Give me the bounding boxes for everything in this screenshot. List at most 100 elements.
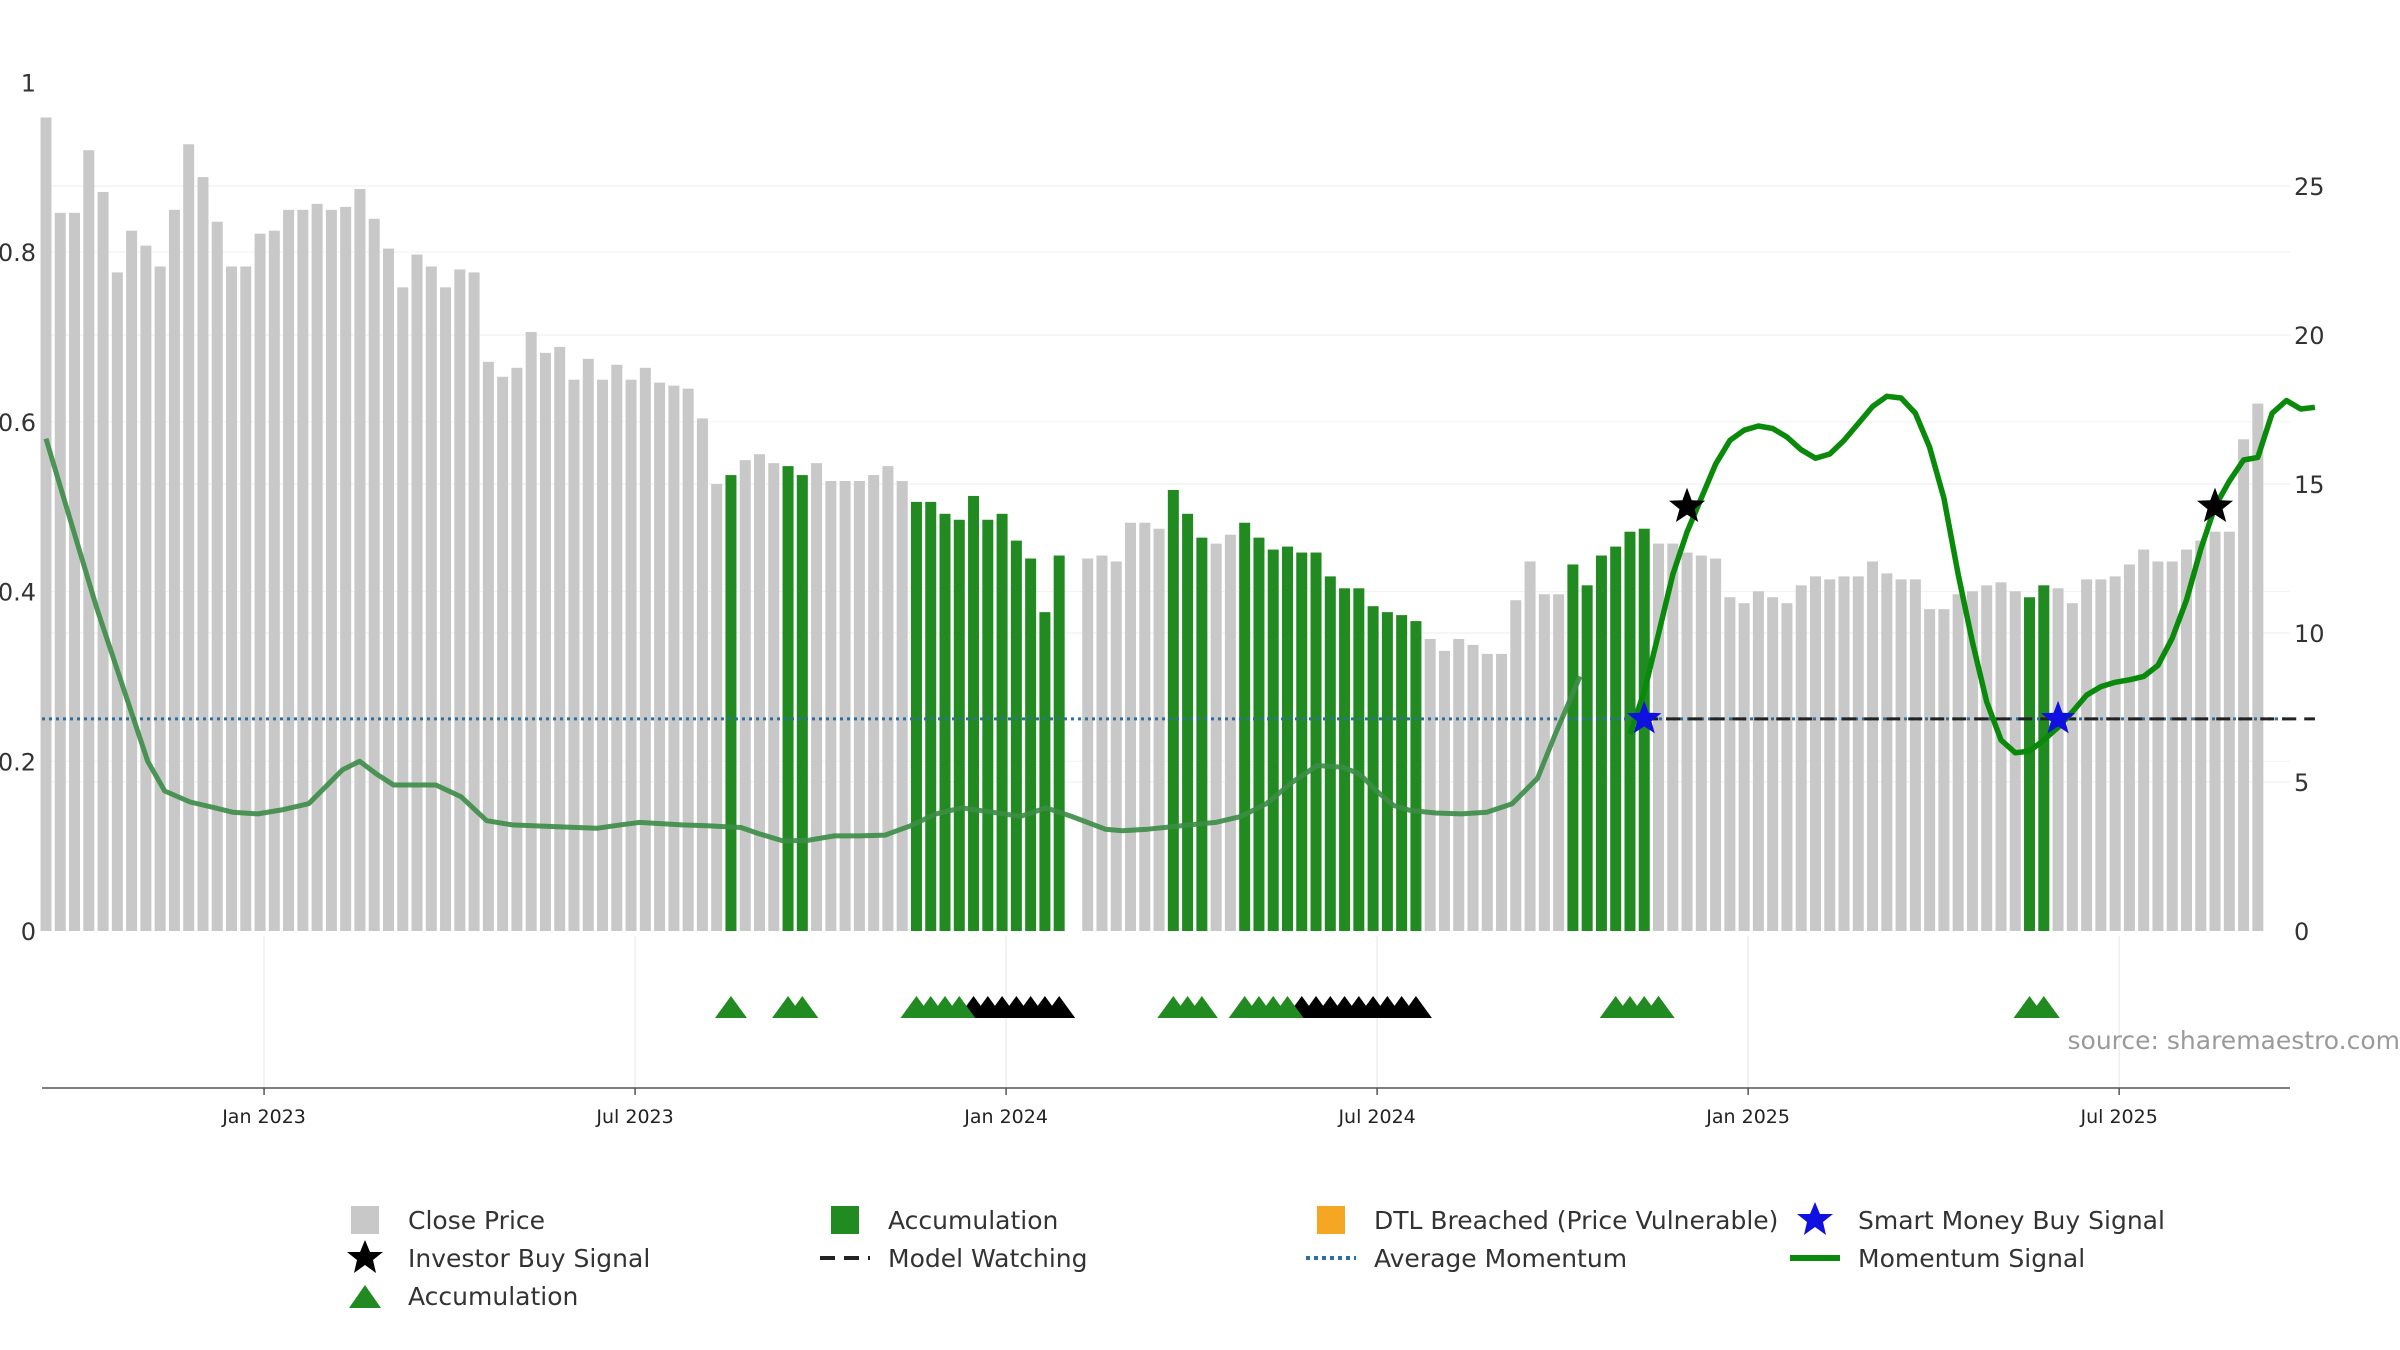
close-price-bar — [440, 287, 452, 931]
accumulation-bar — [996, 513, 1008, 931]
accumulation-bar — [1053, 555, 1065, 931]
close-price-bar — [625, 379, 637, 931]
signals-layer — [1627, 487, 2234, 734]
close-price-bar — [896, 481, 908, 931]
close-price-bar — [354, 188, 366, 932]
accumulation-bar — [1239, 522, 1251, 931]
marker-strip — [714, 996, 2060, 1018]
left-tick-label: 0 — [21, 918, 36, 946]
close-price-bar — [1952, 594, 1964, 931]
close-price-bar — [525, 332, 537, 931]
close-price-bar — [425, 266, 437, 932]
close-price-bar — [1510, 600, 1522, 931]
accumulation-bar — [1339, 588, 1351, 931]
close-price-bar — [1781, 603, 1793, 931]
close-price-bar — [325, 209, 337, 932]
close-price-bar — [811, 463, 823, 931]
close-price-bar — [97, 191, 109, 931]
right-tick-label: 0 — [2294, 918, 2309, 946]
accumulation-bar — [1253, 537, 1265, 931]
close-price-bar — [2181, 549, 2192, 931]
close-price-bar — [1453, 638, 1465, 931]
close-price-bar — [1424, 638, 1436, 931]
close-price-bar — [2166, 561, 2178, 931]
close-price-bar — [154, 266, 166, 932]
accumulation-bar — [953, 519, 965, 931]
close-price-bar — [597, 379, 609, 931]
smart-money-buy-signal — [2041, 700, 2076, 734]
accumulation-bar — [1182, 513, 1194, 931]
close-price-bar — [682, 388, 694, 931]
close-price-bar — [1995, 582, 2007, 931]
close-price-bar — [2095, 579, 2107, 931]
left-tick-label: 0.6 — [0, 409, 36, 437]
accumulation-bar — [1638, 528, 1650, 931]
close-price-bar — [511, 367, 523, 931]
close-price-bar — [2252, 403, 2264, 931]
source-label: source: sharemaestro.com — [2068, 1026, 2400, 1055]
accumulation-bar — [1196, 537, 1208, 931]
accumulation-marker — [2027, 996, 2060, 1018]
momentum-signal-line-active — [1627, 393, 2316, 756]
close-price-bar — [211, 221, 223, 931]
accumulation-bar — [1267, 549, 1279, 931]
close-price-bar — [1809, 576, 1821, 931]
close-price-bar — [1724, 597, 1736, 931]
accumulation-bar — [1310, 552, 1322, 931]
smart-money-buy-signal — [1627, 700, 1662, 734]
investor-buy-signal — [1669, 487, 1706, 522]
close-price-bar — [868, 475, 880, 931]
investor-buy-signal — [2197, 487, 2234, 522]
close-price-bar — [1653, 543, 1665, 931]
close-price-bar — [1695, 555, 1707, 931]
accumulation-marker — [714, 996, 747, 1018]
close-price-bar — [1881, 573, 1893, 931]
accumulation-marker — [1185, 996, 1218, 1018]
close-price-bar — [882, 466, 894, 931]
close-price-bar — [1838, 576, 1850, 931]
close-price-bar — [1681, 552, 1693, 931]
close-price-bar — [340, 206, 352, 932]
close-price-bar — [1553, 594, 1565, 931]
accumulation-bar — [1025, 558, 1037, 931]
close-price-bar — [768, 463, 780, 931]
close-price-bar — [1524, 561, 1536, 931]
x-tick-label: Jul 2023 — [595, 1106, 673, 1128]
x-tick-label: Jan 2025 — [1705, 1106, 1790, 1128]
close-price-bar — [382, 248, 394, 931]
close-price-bar — [1667, 543, 1679, 931]
close-price-bar — [668, 385, 680, 931]
watch-marker — [1399, 996, 1432, 1018]
close-price-bar — [2152, 561, 2164, 931]
close-price-bar — [2109, 576, 2121, 931]
left-tick-label: 0.2 — [0, 748, 36, 776]
close-price-bar — [468, 272, 480, 931]
accumulation-bar — [1039, 612, 1051, 931]
close-price-bar — [1981, 585, 1993, 931]
accumulation-bar — [1581, 585, 1593, 931]
close-price-bar — [1710, 558, 1722, 931]
right-tick-label: 20 — [2294, 322, 2325, 350]
accumulation-bar — [1296, 552, 1308, 931]
bars-layer — [40, 117, 2264, 932]
close-price-bar — [711, 484, 723, 931]
close-price-bar — [1966, 591, 1978, 931]
close-price-bar — [654, 382, 666, 931]
right-tick-label: 15 — [2294, 471, 2325, 499]
accumulation-bar — [1595, 555, 1607, 931]
close-price-bar — [1767, 597, 1779, 931]
close-price-bar — [825, 481, 837, 931]
close-price-bar — [2223, 531, 2235, 931]
accumulation-bar — [1381, 612, 1393, 931]
accumulation-bar — [1010, 540, 1022, 931]
close-price-bar — [411, 254, 423, 932]
close-price-bar — [539, 352, 551, 931]
close-price-bar — [639, 367, 651, 931]
momentum-layer — [43, 393, 2316, 844]
close-price-bar — [2209, 531, 2221, 931]
accumulation-marker — [1642, 996, 1675, 1018]
accumulation-bar — [782, 466, 794, 931]
close-price-bar — [582, 358, 594, 932]
